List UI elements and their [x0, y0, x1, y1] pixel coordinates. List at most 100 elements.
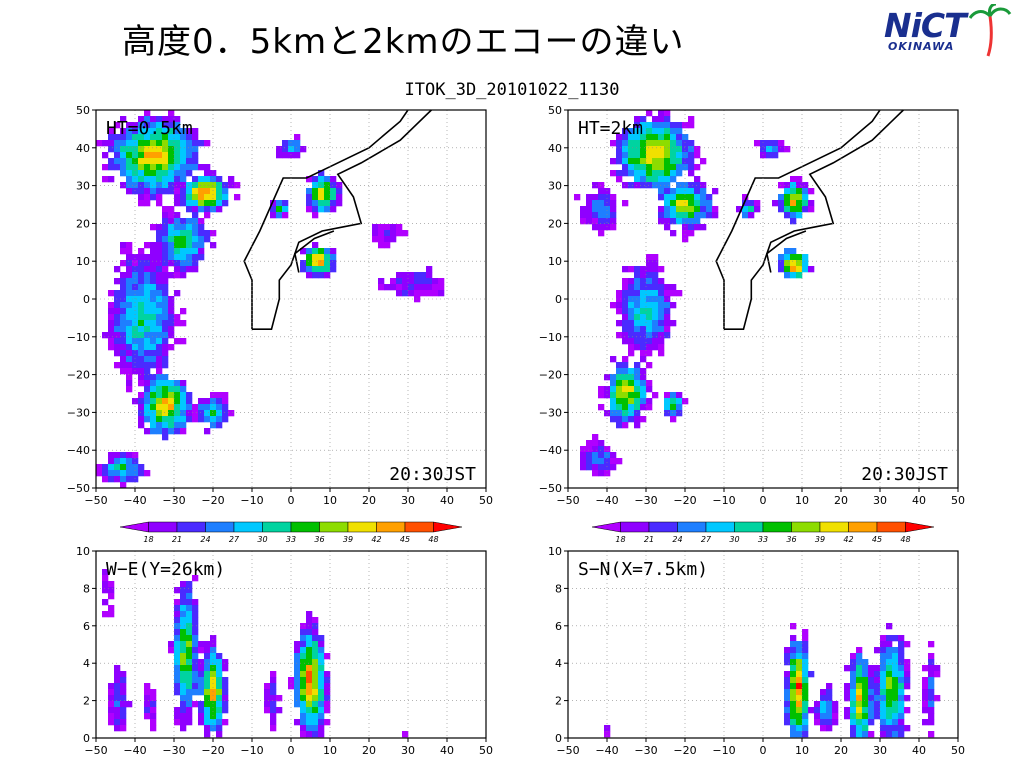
echo-cell — [180, 635, 187, 642]
echo-cell — [306, 677, 313, 684]
echo-cell — [144, 128, 151, 135]
echo-cell — [796, 671, 803, 678]
echo-cell — [586, 440, 593, 447]
echo-cell — [120, 128, 127, 135]
echo-cell — [126, 122, 133, 129]
echo-cell — [646, 290, 653, 297]
echo-cell — [324, 260, 331, 267]
echo-cell — [300, 689, 307, 696]
echo-cell — [652, 308, 659, 315]
echo-cell — [150, 386, 157, 393]
echo-cell — [144, 152, 151, 159]
echo-cell — [174, 398, 181, 405]
echo-cell — [108, 470, 115, 477]
echo-cell — [694, 206, 701, 213]
echo-cell — [610, 200, 617, 207]
echo-cell — [192, 266, 199, 273]
echo-cell — [132, 368, 139, 375]
echo-cell — [174, 254, 181, 261]
echo-cell — [396, 284, 403, 291]
echo-cell — [796, 188, 803, 195]
echo-cell — [670, 230, 677, 237]
echo-cell — [820, 725, 827, 732]
echo-cell — [174, 290, 181, 297]
echo-cell — [294, 641, 301, 648]
echo-cell — [294, 146, 301, 153]
echo-cell — [682, 194, 689, 201]
echo-cell — [844, 713, 851, 720]
echo-cell — [390, 230, 397, 237]
echo-cell — [598, 182, 605, 189]
echo-cell — [886, 665, 893, 672]
echo-cell — [192, 194, 199, 201]
echo-cell — [156, 392, 163, 399]
echo-cell — [270, 212, 277, 219]
echo-cell — [150, 188, 157, 195]
echo-cell — [132, 254, 139, 261]
echo-cell — [144, 701, 151, 708]
colorbar-swatch — [677, 521, 707, 533]
echo-cell — [324, 254, 331, 261]
echo-cell — [168, 314, 175, 321]
y-tick-label: 0 — [83, 293, 90, 306]
echo-cell — [796, 695, 803, 702]
echo-cell — [616, 146, 623, 153]
echo-cell — [676, 152, 683, 159]
echo-cell — [132, 326, 139, 333]
echo-cell — [138, 314, 145, 321]
echo-cell — [658, 332, 665, 339]
echo-cell — [324, 719, 331, 726]
echo-cell — [216, 188, 223, 195]
echo-cell — [204, 707, 211, 714]
echo-cell — [324, 677, 331, 684]
echo-cell — [150, 380, 157, 387]
echo-cell — [150, 278, 157, 285]
echo-cell — [796, 266, 803, 273]
echo-cell — [604, 206, 611, 213]
echo-cell — [850, 677, 857, 684]
echo-cell — [868, 707, 875, 714]
echo-cell — [598, 386, 605, 393]
echo-cell — [646, 146, 653, 153]
echo-cell — [796, 272, 803, 279]
echo-cell — [390, 278, 397, 285]
echo-cell — [318, 695, 325, 702]
echo-cell — [760, 140, 767, 147]
grid — [96, 110, 486, 488]
echo-cell — [150, 416, 157, 423]
echo-cell — [934, 665, 941, 672]
echo-cell — [664, 110, 671, 117]
echo-cell — [874, 671, 881, 678]
echo-cell — [162, 290, 169, 297]
echo-cell — [192, 647, 199, 654]
echo-cell — [156, 380, 163, 387]
echo-cell — [688, 182, 695, 189]
echo-cell — [378, 242, 385, 249]
x-tick-label: 20 — [834, 494, 848, 507]
echo-cell — [598, 212, 605, 219]
echo-cell — [108, 308, 115, 315]
echo-cell — [300, 719, 307, 726]
echo-cell — [156, 314, 163, 321]
echo-cell — [742, 212, 749, 219]
echo-cell — [324, 266, 331, 273]
echo-cell — [778, 266, 785, 273]
colorbar-tick-label: 39 — [343, 535, 353, 544]
echo-cell — [778, 140, 785, 147]
echo-cell — [856, 713, 863, 720]
echo-cell — [598, 224, 605, 231]
echo-cell — [156, 224, 163, 231]
echo-cell — [856, 653, 863, 660]
x-tick-label: −10 — [240, 494, 263, 507]
echo-cell — [216, 392, 223, 399]
echo-cell — [204, 695, 211, 702]
echo-cell — [132, 146, 139, 153]
echo-cell — [796, 653, 803, 660]
echo-cell — [892, 695, 899, 702]
echo-cell — [132, 356, 139, 363]
echo-cell — [652, 290, 659, 297]
y-tick-label: 10 — [548, 255, 562, 268]
y-tick-label: −50 — [539, 482, 562, 495]
echo-cell — [186, 146, 193, 153]
echo-cell — [640, 158, 647, 165]
